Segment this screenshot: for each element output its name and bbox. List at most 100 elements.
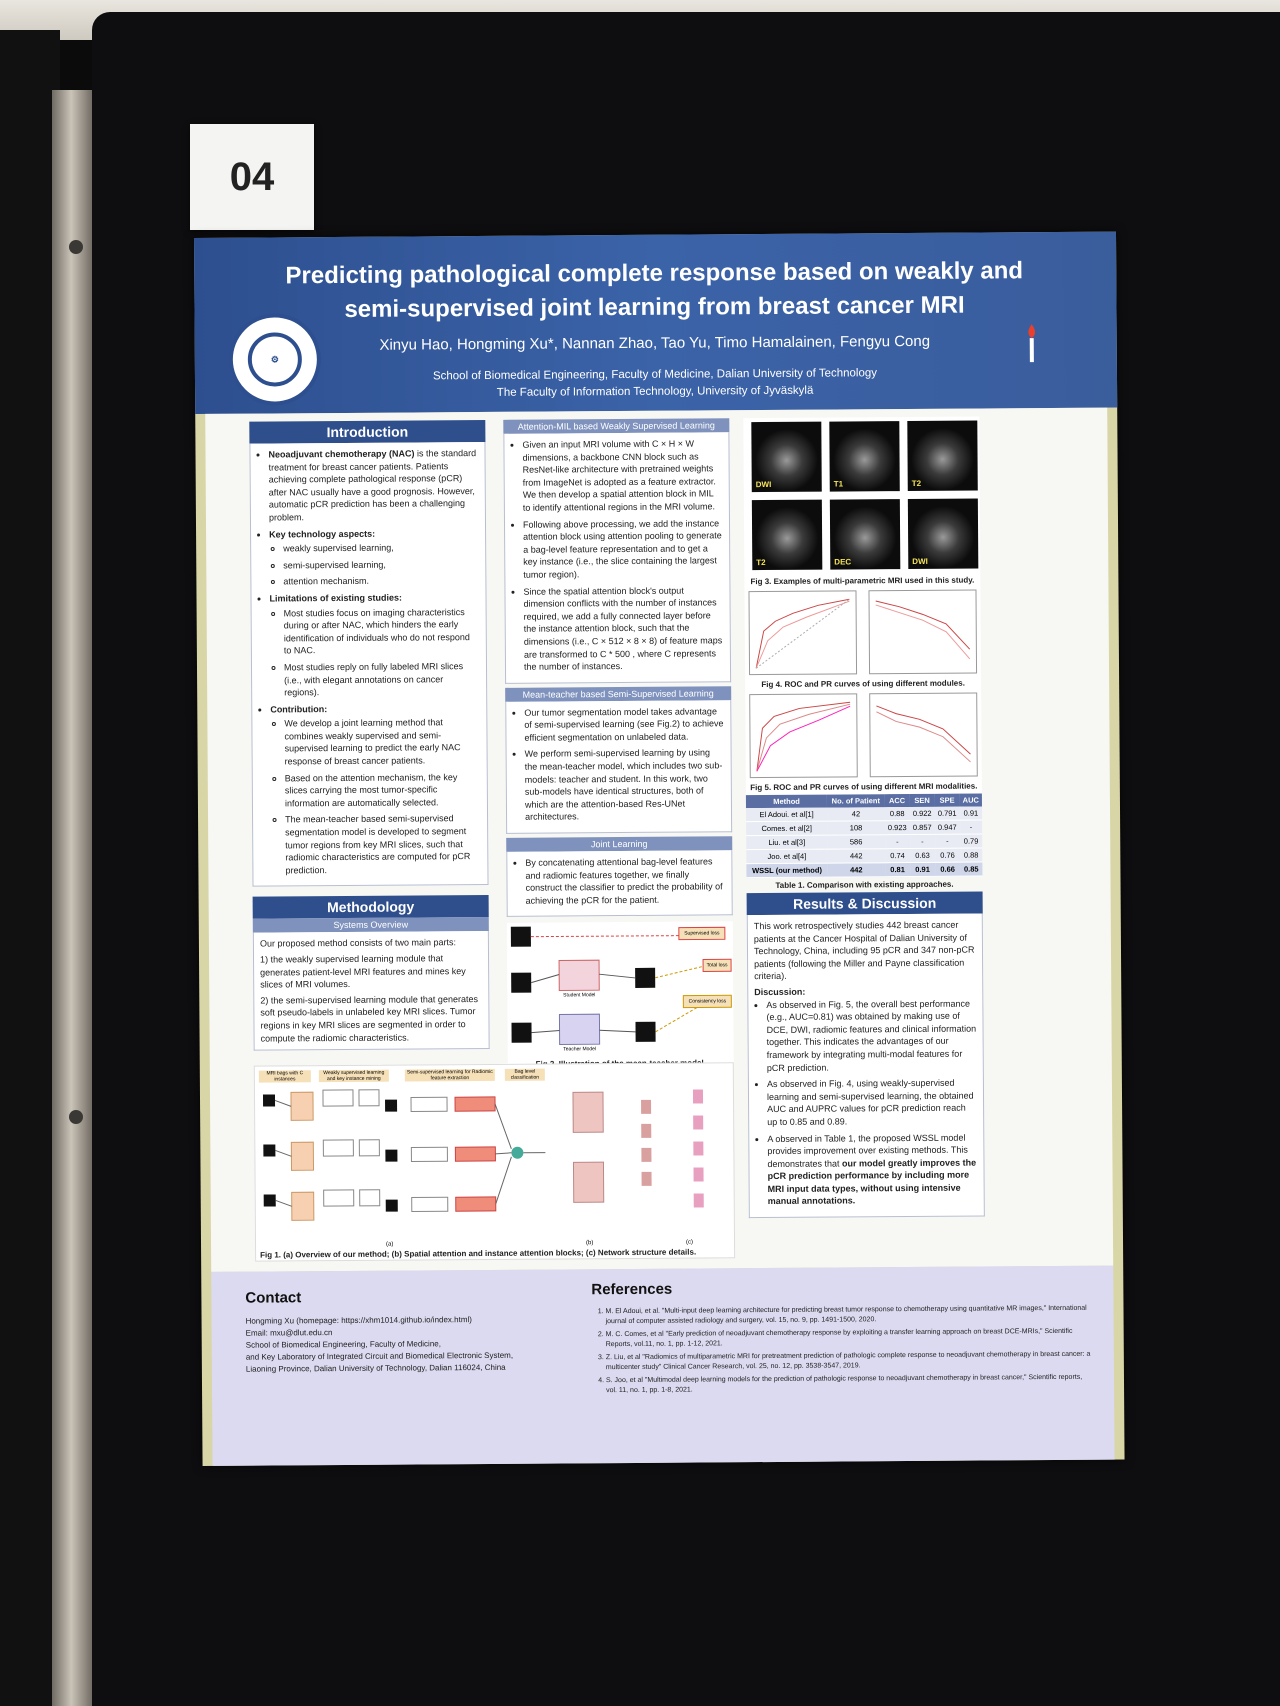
roc-plot xyxy=(748,590,858,676)
poster-affiliations: School of Biomedical Engineering, Facult… xyxy=(275,364,1035,403)
nac-term: Neoadjuvant chemotherapy (NAC) xyxy=(268,448,415,460)
table-header: SEN xyxy=(909,793,935,808)
discussion-point: As observed in Fig. 5, the overall best … xyxy=(766,997,977,1074)
intro-heading: Introduction xyxy=(249,419,486,444)
fig1-header-semi: Semi-supervised learning for Radiomic fe… xyxy=(404,1068,495,1082)
fig4-roc-pr: Fig 4. ROC and PR curves of using differ… xyxy=(744,587,982,693)
references-list: M. El Adoui, et al. "Multi-input deep le… xyxy=(591,1304,1092,1399)
reference-item: M. El Adoui, et al. "Multi-input deep le… xyxy=(605,1304,1091,1327)
bullet: Since the spatial attention block's outp… xyxy=(523,584,724,674)
contact-block: Hongming Xu (homepage: https://xhm1014.g… xyxy=(246,1313,566,1375)
fig1-header-weak: Weakly supervised learning and key insta… xyxy=(318,1069,389,1083)
poster-header: ⚙ Predicting pathological complete respo… xyxy=(194,231,1118,414)
limitations-label: Limitations of existing studies: xyxy=(269,592,403,604)
mri-image: T2 xyxy=(751,499,823,571)
poster-body: Introduction Neoadjuvant chemotherapy (N… xyxy=(205,407,1114,1272)
key-aspect: attention mechanism. xyxy=(283,574,479,588)
fig3-caption: Fig 3. Examples of multi-parametric MRI … xyxy=(750,575,975,587)
references-heading: References xyxy=(591,1280,673,1299)
results-heading: Results & Discussion xyxy=(746,891,983,916)
contact-heading: Contact xyxy=(245,1289,302,1307)
methodology-part: 1) the weakly supervised learning module… xyxy=(260,953,466,990)
key-aspect: semi-supervised learning, xyxy=(283,558,479,572)
poster: ⚙ Predicting pathological complete respo… xyxy=(194,231,1125,1466)
contribution-label: Contribution: xyxy=(270,703,328,715)
reference-item: S. Joo, et al "Multimodal deep learning … xyxy=(606,1373,1092,1396)
bullet: By concatenating attentional bag-level f… xyxy=(525,855,725,907)
contribution: We develop a joint learning method that … xyxy=(284,716,480,768)
mri-label: DWI xyxy=(755,479,772,490)
fig4-caption: Fig 4. ROC and PR curves of using differ… xyxy=(761,678,965,690)
column-1: Introduction Neoadjuvant chemotherapy (N… xyxy=(249,419,490,1051)
fig1-header-bags: MRI bags with C instances xyxy=(258,1070,311,1083)
table-header: No. of Patient xyxy=(827,794,885,808)
discussion-point: A observed in Table 1, the proposed WSSL… xyxy=(767,1131,978,1208)
student-model-label: Student Model xyxy=(563,992,596,999)
fig5-caption: Fig 5. ROC and PR curves of using differ… xyxy=(750,781,978,793)
table-caption: Table 1. Comparison with existing approa… xyxy=(775,879,954,890)
mri-image: T2 xyxy=(907,420,978,492)
rail-bolt xyxy=(69,1110,83,1124)
key-aspect: weakly supervised learning, xyxy=(283,541,479,555)
joint-learning-text: By concatenating attentional bag-level f… xyxy=(506,850,733,918)
fig1-caption: Fig 1. (a) Overview of our method; (b) S… xyxy=(260,1247,697,1260)
mri-grid: DWI T1 T2 T2 DEC DWI xyxy=(743,417,980,575)
supervised-loss-label: Supervised loss xyxy=(684,930,720,938)
pr-plot xyxy=(869,692,978,778)
jyvaskyla-logo xyxy=(983,322,1083,393)
key-aspects-label: Key technology aspects: xyxy=(269,528,376,540)
table-header: ACC xyxy=(884,794,910,808)
bullet: We perform semi-supervised learning by u… xyxy=(525,747,726,824)
poster-title: Predicting pathological complete respons… xyxy=(285,257,1024,323)
fig1-svg xyxy=(262,1089,704,1221)
contact-line: Liaoning Province, Dalian University of … xyxy=(245,1362,506,1374)
methodology-intro: Our proposed method consists of two main… xyxy=(259,937,457,949)
reference-item: M. C. Comes, et al "Early prediction of … xyxy=(606,1327,1092,1350)
fig1-label-b: (b) xyxy=(586,1240,594,1247)
rail-bolt xyxy=(69,240,83,254)
limitation: Most studies reply on fully labeled MRI … xyxy=(284,660,480,699)
mri-image: DWI xyxy=(751,421,822,493)
intro-text: Neoadjuvant chemotherapy (NAC) is the st… xyxy=(249,441,489,888)
methodology-part: 2) the semi-supervised learning module t… xyxy=(260,993,478,1044)
torch-icon xyxy=(1028,324,1036,363)
poster-authors: Xinyu Hao, Hongming Xu*, Nannan Zhao, Ta… xyxy=(379,332,931,354)
table-header: AUC xyxy=(959,793,982,807)
mri-label: T1 xyxy=(833,479,844,489)
roc-plot xyxy=(749,693,858,779)
board-number-card: 04 xyxy=(190,124,314,230)
mean-teacher-svg xyxy=(510,927,732,1046)
methodology-text: Our proposed method consists of two main… xyxy=(252,931,490,1051)
adjacent-board xyxy=(0,30,60,1706)
mri-label: T2 xyxy=(911,478,922,488)
contribution: The mean-teacher based semi-supervised s… xyxy=(285,812,481,876)
contribution: Based on the attention mechanism, the ke… xyxy=(285,771,481,810)
column-2: Attention-MIL based Weakly Supervised Le… xyxy=(503,418,734,1072)
fig5-roc-pr: Fig 5. ROC and PR curves of using differ… xyxy=(745,690,982,796)
consistency-loss-label: Consistency loss xyxy=(688,998,727,1005)
mri-image: T1 xyxy=(829,421,900,492)
bullet: Following above processing, we add the i… xyxy=(523,517,723,581)
mean-teacher-text: Our tumor segmentation model takes advan… xyxy=(505,699,733,834)
joint-learning-heading: Joint Learning xyxy=(506,836,733,852)
fig1-label-c: (c) xyxy=(686,1239,694,1246)
fig3-mri-examples: DWI T1 T2 T2 DEC DWI Fig 3. Examples of … xyxy=(743,416,981,590)
bullet: Our tumor segmentation model takes advan… xyxy=(524,705,724,744)
discussion-label: Discussion: xyxy=(754,986,806,998)
fig2-mean-teacher-diagram: Student Model Teacher Model Supervised l… xyxy=(506,921,734,1072)
table-header: Method xyxy=(745,794,828,809)
limitation: Most studies focus on imaging characteri… xyxy=(284,606,480,658)
results-text: This work retrospectively studies 442 br… xyxy=(746,913,985,1219)
methodology-heading: Methodology xyxy=(252,895,489,920)
column-3: DWI T1 T2 T2 DEC DWI Fig 3. Examples of … xyxy=(743,416,985,1219)
comparison-table: Method No. of Patient ACC SEN SPE AUC El… xyxy=(745,793,983,879)
poster-footer: Contact Hongming Xu (homepage: https://x… xyxy=(211,1265,1115,1466)
fig1-label-a: (a) xyxy=(386,1241,394,1248)
mri-label: DEC xyxy=(834,557,852,567)
total-loss-label: Total loss xyxy=(706,962,728,969)
discussion-point: As observed in Fig. 4, using weakly-supe… xyxy=(767,1077,977,1129)
table-row-our-method: WSSL (our method) 442 0.81 0.91 0.66 0.85 xyxy=(746,862,983,878)
fig1-overview-diagram: MRI bags with C instances Weakly supervi… xyxy=(253,1062,736,1262)
mri-image: DWI xyxy=(907,498,979,570)
fig1-header-classification: Bag level classification xyxy=(504,1068,545,1081)
